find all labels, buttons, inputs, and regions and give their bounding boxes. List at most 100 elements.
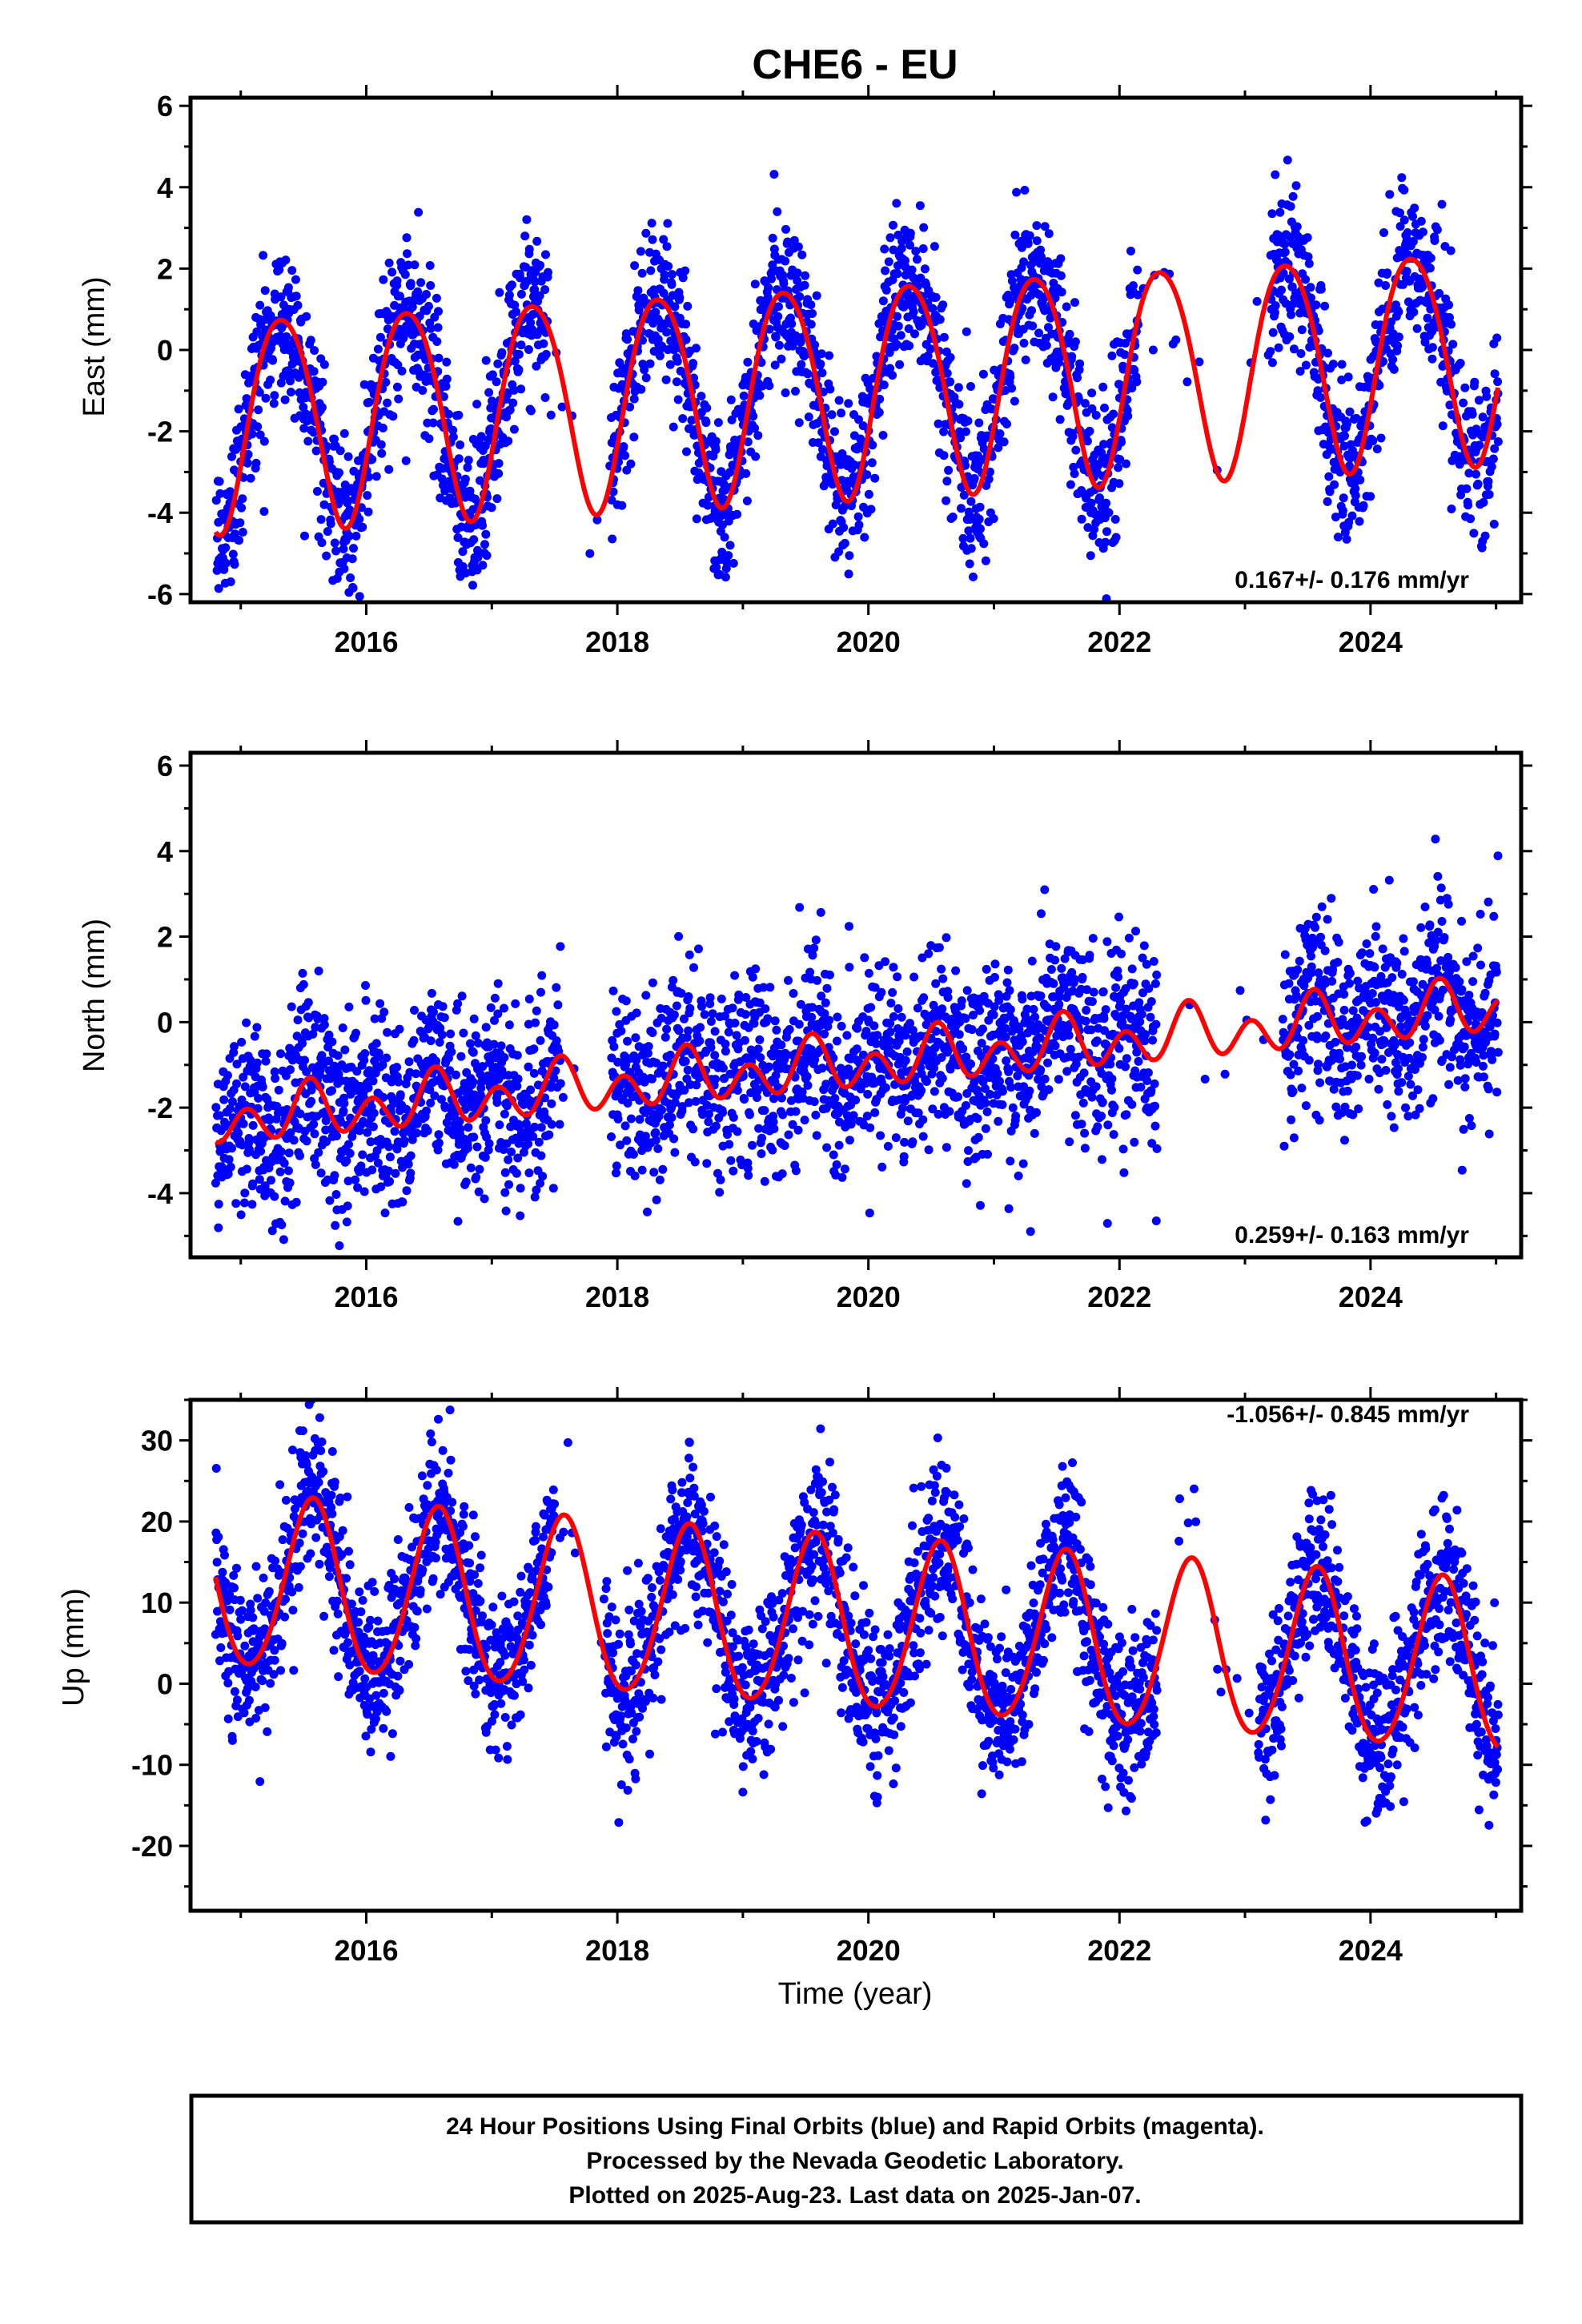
north-data-point — [812, 1131, 821, 1140]
east-data-point — [854, 521, 864, 529]
east-data-point — [939, 332, 949, 342]
east-data-point — [1301, 275, 1311, 284]
north-data-point — [231, 1199, 241, 1208]
east-data-point — [1070, 337, 1080, 347]
east-data-point — [1007, 384, 1017, 393]
east-data-point — [1274, 343, 1283, 352]
east-data-point — [339, 428, 349, 438]
north-data-point — [500, 1053, 509, 1062]
east-data-point — [539, 339, 548, 348]
east-data-point — [995, 429, 1005, 439]
east-data-point — [733, 404, 743, 414]
north-data-point — [1046, 965, 1056, 974]
north-data-point — [327, 1037, 337, 1047]
east-data-point — [633, 286, 643, 296]
north-data-point — [1081, 1016, 1090, 1026]
east-data-point — [454, 410, 464, 420]
north-data-point — [227, 1097, 237, 1107]
north-data-point — [621, 996, 631, 1006]
north-data-point — [239, 1119, 248, 1128]
east-data-point — [1438, 421, 1447, 431]
east-data-point — [316, 515, 326, 525]
north-data-point — [626, 1114, 636, 1124]
north-data-point — [380, 1208, 390, 1218]
east-data-point — [1100, 403, 1109, 412]
east-data-point — [1006, 296, 1015, 305]
north-data-point — [876, 1131, 885, 1140]
east-data-point — [322, 551, 331, 561]
north-data-point — [725, 1140, 734, 1149]
north-data-point — [913, 1003, 922, 1013]
north-data-point — [922, 1077, 931, 1086]
north-data-point — [271, 1074, 280, 1084]
north-data-point — [943, 993, 953, 1002]
east-data-point — [920, 264, 930, 274]
east-data-point — [1351, 484, 1360, 493]
east-data-point — [1393, 341, 1403, 351]
north-data-point — [392, 1063, 402, 1072]
figure-title: CHE6 - EU — [752, 42, 958, 88]
north-data-point — [607, 1132, 616, 1141]
north-data-point — [833, 1036, 841, 1046]
north-data-point — [279, 1159, 289, 1168]
east-data-point — [966, 544, 976, 553]
east-data-point — [1277, 285, 1286, 295]
north-data-point — [760, 1106, 769, 1116]
east-data-point — [1095, 493, 1104, 503]
east-data-point — [524, 244, 534, 254]
east-data-point — [375, 332, 385, 342]
north-data-point — [753, 1044, 763, 1054]
east-data-point — [712, 562, 721, 572]
east-data-point — [1127, 384, 1137, 393]
east-data-point — [608, 487, 618, 497]
north-data-point — [361, 981, 370, 990]
north-data-point — [893, 1004, 903, 1013]
north-data-point — [962, 986, 972, 995]
east-data-point — [495, 287, 504, 297]
north-data-point — [651, 1128, 661, 1137]
north-data-point — [667, 1113, 677, 1122]
north-data-point — [869, 1021, 879, 1031]
north-data-point — [252, 1058, 262, 1068]
east-data-point — [1275, 207, 1285, 217]
north-data-point — [512, 1051, 522, 1060]
north-data-point — [486, 1003, 496, 1012]
east-data-point — [893, 312, 902, 321]
east-data-point — [1472, 469, 1480, 479]
east-data-point — [862, 470, 872, 480]
north-data-point — [1018, 995, 1027, 1004]
north-data-point — [248, 1120, 258, 1130]
east-data-point — [424, 301, 433, 311]
east-data-point — [742, 497, 752, 505]
east-data-point — [779, 279, 789, 288]
north-data-point — [998, 1087, 1007, 1096]
east-axis-label: East (mm) — [78, 276, 111, 416]
east-data-point — [1012, 187, 1022, 197]
north-data-point — [226, 1162, 235, 1172]
north-data-point — [1064, 1031, 1074, 1040]
north-data-point — [1029, 1004, 1038, 1014]
east-data-point — [942, 496, 951, 505]
east-data-point — [1408, 211, 1417, 221]
north-data-point — [802, 1072, 812, 1081]
north-data-point — [223, 1071, 232, 1080]
north-data-point — [1018, 1159, 1028, 1168]
east-data-point — [1098, 382, 1108, 392]
north-data-point — [612, 1007, 621, 1016]
north-data-point — [1006, 1156, 1015, 1166]
north-data-point — [500, 1168, 510, 1177]
east-data-point — [1426, 253, 1435, 263]
east-data-point — [434, 307, 443, 316]
north-data-point — [524, 1139, 533, 1148]
north-data-point — [669, 975, 678, 985]
east-data-point — [1423, 313, 1432, 323]
east-data-point — [938, 300, 948, 310]
north-data-point — [395, 1024, 404, 1034]
north-data-point — [768, 1145, 777, 1155]
north-data-point — [532, 1006, 541, 1015]
east-data-point — [1099, 440, 1109, 449]
north-data-point — [361, 995, 371, 1005]
east-data-point — [1286, 202, 1295, 211]
east-data-point — [1111, 533, 1121, 542]
east-data-point — [1104, 508, 1114, 517]
